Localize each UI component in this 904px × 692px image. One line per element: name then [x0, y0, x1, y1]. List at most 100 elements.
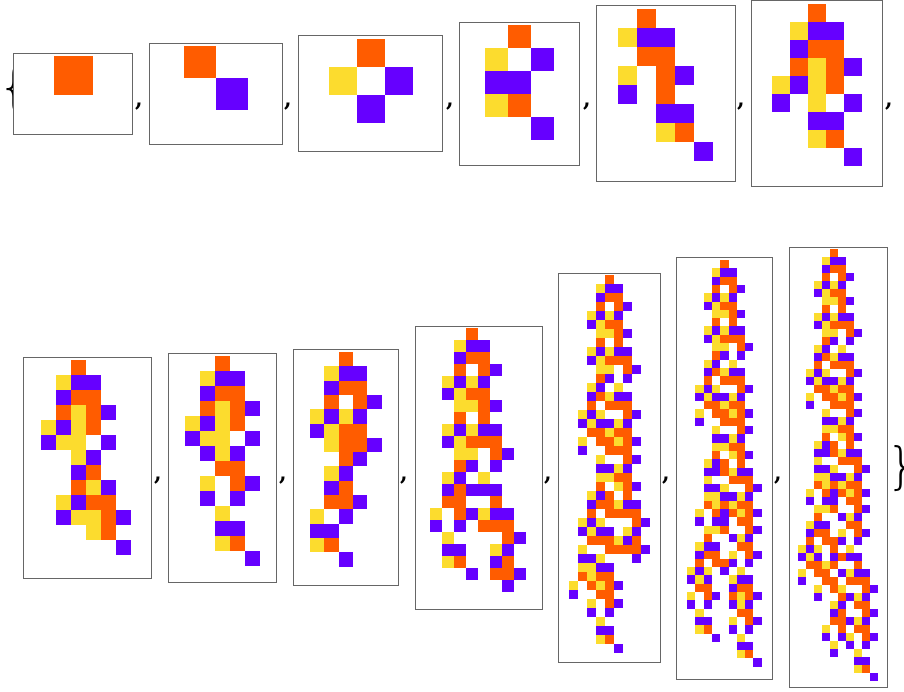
cell-purple: [71, 495, 86, 510]
cell-orange: [86, 390, 101, 405]
separator-comma: ,: [583, 86, 591, 112]
cell-orange: [822, 489, 830, 497]
cell-purple: [339, 466, 353, 481]
cell-orange: [822, 537, 830, 545]
cell-purple: [814, 353, 822, 361]
cell-orange: [712, 451, 720, 459]
separator-comma: ,: [662, 460, 670, 486]
cell-orange: [478, 412, 490, 424]
cell-yellow: [830, 601, 838, 609]
cell-yellow: [822, 297, 830, 305]
cell-purple: [712, 542, 720, 551]
cell-purple: [704, 335, 712, 343]
cell-purple: [614, 581, 623, 590]
cell-purple: [826, 112, 844, 130]
array-plot-7: [23, 357, 152, 579]
cell-purple: [753, 617, 762, 625]
cell-orange: [745, 484, 753, 492]
cell-yellow: [808, 94, 826, 112]
cell-purple: [838, 601, 846, 609]
cell-orange: [86, 465, 101, 480]
cell-purple: [745, 468, 753, 476]
cell-yellow: [737, 634, 745, 642]
cell-yellow: [830, 353, 838, 361]
cell-purple: [56, 510, 71, 525]
cell-orange: [596, 482, 605, 491]
cell-purple: [632, 365, 641, 374]
cell-yellow: [704, 360, 712, 368]
cell-purple: [822, 377, 830, 385]
cell-orange: [466, 352, 478, 364]
cell-orange: [71, 480, 86, 495]
cell-purple: [675, 104, 694, 123]
cell-purple: [729, 584, 737, 592]
cell-purple: [310, 424, 324, 438]
cell-yellow: [605, 365, 614, 374]
cell-yellow: [596, 581, 605, 590]
cell-purple: [745, 492, 753, 501]
cell-orange: [846, 409, 854, 417]
cell-yellow: [578, 563, 587, 572]
cell-orange: [745, 584, 753, 592]
cell-orange: [490, 496, 502, 508]
cell-orange: [614, 320, 623, 329]
cell-purple: [632, 410, 641, 419]
cell-orange: [712, 401, 720, 409]
cell-yellow: [838, 377, 846, 385]
cell-orange: [838, 425, 846, 433]
cell-purple: [846, 377, 854, 385]
cell-orange: [846, 369, 854, 377]
cell-orange: [605, 509, 614, 518]
cell-purple: [745, 600, 753, 609]
cell-yellow: [737, 492, 745, 501]
cell-purple: [830, 649, 838, 657]
cell-purple: [623, 464, 632, 473]
cell-purple: [618, 85, 637, 104]
cell-orange: [814, 361, 822, 369]
cell-orange: [704, 625, 712, 634]
cell-yellow: [695, 385, 704, 393]
cell-purple: [694, 142, 713, 161]
cell-purple: [753, 551, 762, 559]
cell-purple: [632, 455, 641, 464]
cell-orange: [623, 365, 632, 374]
cell-purple: [687, 575, 695, 584]
cell-orange: [745, 509, 753, 517]
cell-purple: [862, 529, 870, 537]
cell-yellow: [587, 527, 596, 536]
cell-yellow: [830, 385, 838, 393]
cell-yellow: [687, 592, 695, 600]
cell-orange: [745, 526, 753, 534]
cell-orange: [737, 343, 745, 351]
cell-yellow: [596, 554, 605, 563]
cell-orange: [605, 599, 614, 608]
cell-yellow: [854, 649, 862, 657]
cell-orange: [704, 551, 712, 559]
cell-yellow: [838, 417, 846, 425]
cell-orange: [605, 446, 614, 455]
cell-purple: [745, 385, 753, 393]
cell-purple: [830, 553, 838, 561]
cell-purple: [729, 293, 737, 302]
cell-yellow: [596, 356, 605, 365]
cell-orange: [808, 40, 826, 58]
cell-purple: [826, 22, 844, 40]
cell-purple: [712, 592, 720, 600]
cell-orange: [729, 318, 737, 326]
cell-orange: [704, 584, 712, 592]
cell-yellow: [695, 575, 704, 584]
cell-yellow: [846, 489, 854, 497]
cell-purple: [846, 417, 854, 425]
cell-purple: [854, 393, 862, 401]
cell-orange: [712, 285, 720, 293]
cell-orange: [830, 401, 838, 409]
cell-purple: [675, 66, 694, 85]
cell-purple: [531, 117, 554, 140]
cell-purple: [844, 148, 862, 166]
cell-purple: [729, 326, 737, 335]
cell-orange: [822, 337, 830, 345]
cell-purple: [623, 536, 632, 545]
cell-purple: [830, 417, 838, 425]
cell-purple: [838, 257, 846, 265]
cell-purple: [704, 575, 712, 584]
